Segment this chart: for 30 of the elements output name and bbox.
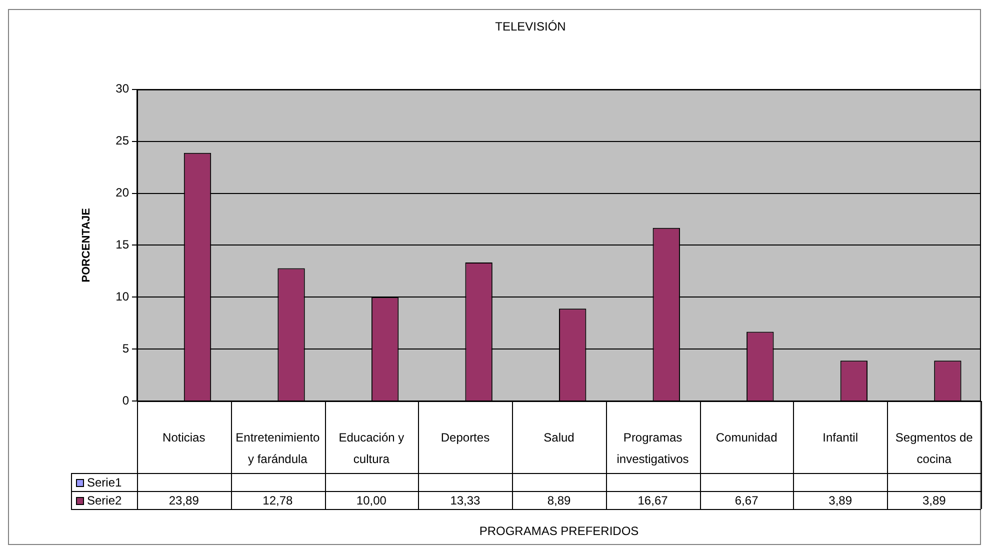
y-tick-label: 0 [122, 393, 130, 408]
x-tick-label: Infantil [822, 430, 858, 444]
y-tick-label: 30 [116, 82, 130, 96]
data-label: 23,89 [168, 493, 200, 508]
x-tick-label: Entretenimiento y farándula [236, 430, 320, 466]
y-tick-label: 15 [116, 238, 130, 252]
data-label: 12,78 [262, 493, 294, 508]
x-tick-label: Comunidad [716, 430, 778, 444]
x-tick-label: Deportes [440, 430, 490, 444]
y-tick-label: 10 [116, 289, 130, 304]
x-tick-label: Segmentos de cocina [895, 430, 974, 466]
legend-label: Serie1 [87, 475, 122, 490]
data-label: 8,89 [547, 493, 571, 508]
y-axis-title: PORCENTAJE [80, 208, 93, 282]
data-label: 3,89 [828, 493, 852, 508]
y-tick-label: 5 [122, 341, 130, 356]
chart-title: TELEVISIÓN [495, 20, 566, 34]
x-tick-label: Educación y cultura [338, 430, 404, 466]
data-label: 13,33 [450, 493, 481, 508]
data-label: 16,67 [638, 493, 668, 508]
x-tick-label: Salud [544, 430, 574, 444]
y-tick-label: 20 [116, 186, 130, 200]
x-tick-label: Noticias [162, 430, 206, 444]
x-axis-title: PROGRAMAS PREFERIDOS [479, 524, 639, 538]
data-label: 3,89 [922, 493, 946, 508]
data-label: 6,67 [734, 493, 759, 508]
data-label: 10,00 [356, 493, 387, 508]
y-tick-label: 25 [116, 134, 130, 148]
legend-label: Serie2 [87, 493, 122, 508]
x-tick-label: Programas investigativos [616, 430, 689, 466]
